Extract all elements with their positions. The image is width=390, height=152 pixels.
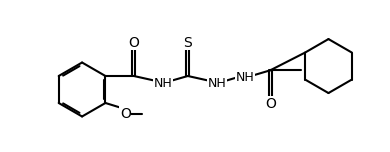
Text: O: O [128,36,139,50]
Text: NH: NH [154,77,172,90]
Text: S: S [183,36,192,50]
Text: NH: NH [236,71,255,84]
Text: NH: NH [207,77,226,90]
Text: O: O [265,97,276,111]
Text: O: O [120,107,131,121]
